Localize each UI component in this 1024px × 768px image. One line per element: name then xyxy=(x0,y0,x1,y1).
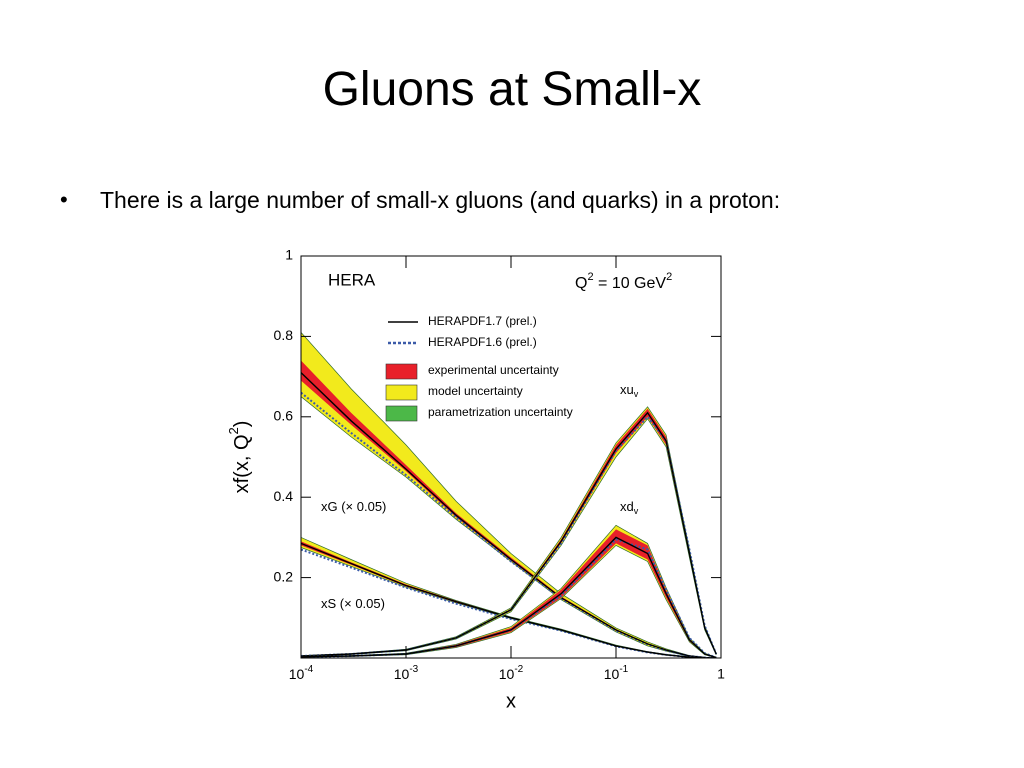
annotation-base: Q xyxy=(575,275,587,292)
y-tick-label: 0.2 xyxy=(274,568,294,584)
curve-label-sub: v xyxy=(634,389,639,399)
slide-title: Gluons at Small-x xyxy=(322,63,702,116)
line-v17 xyxy=(301,372,717,658)
annotation-sup: 2 xyxy=(666,271,672,283)
curve-label-sub: v xyxy=(634,506,639,516)
x-tick-exp: -2 xyxy=(514,664,523,675)
line-v16 xyxy=(301,415,718,657)
x-tick-exp: -3 xyxy=(409,664,418,675)
curve-label: xdv xyxy=(620,499,639,516)
x-tick-label: 1 xyxy=(717,666,725,682)
curve-label: xG (× 0.05) xyxy=(321,499,386,514)
chart-title: HERA xyxy=(328,270,376,289)
legend-label: HERAPDF1.7 (prel.) xyxy=(428,314,537,328)
curve-label-base: xd xyxy=(620,499,634,514)
line-v16 xyxy=(301,538,717,658)
y-label-base: xf(x, Q xyxy=(231,435,253,494)
x-tick-label: 10-3 xyxy=(394,664,419,682)
y-axis-label: xf(x, Q2) xyxy=(226,421,253,494)
annotation-sup: 2 xyxy=(587,271,593,283)
x-tick-exp: -1 xyxy=(619,664,628,675)
y-tick-label: 1 xyxy=(285,247,293,263)
x-tick-exp: -4 xyxy=(304,664,313,675)
x-tick-label: 10-1 xyxy=(604,664,629,682)
model-band xyxy=(301,406,717,657)
exp-band xyxy=(301,529,717,658)
x-tick-base: 10 xyxy=(394,666,410,682)
legend-label: parametrization uncertainty xyxy=(428,405,573,419)
legend-swatch xyxy=(385,363,418,380)
model-band xyxy=(301,524,717,658)
legend-label: model uncertainty xyxy=(428,384,523,398)
x-tick-base: 10 xyxy=(499,666,515,682)
bullet: • xyxy=(60,187,68,212)
legend-label: HERAPDF1.6 (prel.) xyxy=(428,335,537,349)
x-tick-base: 10 xyxy=(289,666,305,682)
line-v17 xyxy=(301,542,717,658)
x-tick-base: 10 xyxy=(604,666,620,682)
line-v17 xyxy=(301,536,717,658)
line-v17 xyxy=(301,411,717,657)
curve-label: xS (× 0.05) xyxy=(321,596,385,611)
x-tick-label: 10-4 xyxy=(289,664,314,682)
x-tick-label: 10-2 xyxy=(499,664,524,682)
line-v16 xyxy=(301,391,717,658)
bullet-text: There is a large number of small-x gluon… xyxy=(100,187,781,213)
legend-swatch xyxy=(385,384,418,401)
annotation: Q2 = 10 GeV2 xyxy=(575,271,672,292)
y-label-rest: ) xyxy=(231,421,253,428)
plot-area xyxy=(301,331,718,658)
y-tick-label: 0.4 xyxy=(274,488,294,504)
curve-label-base: xG (× 0.05) xyxy=(321,499,386,514)
y-tick-label: 0.8 xyxy=(274,327,294,343)
curve-label: xuv xyxy=(620,382,639,399)
legend-swatch xyxy=(385,405,418,422)
curve-label-base: xS (× 0.05) xyxy=(321,596,385,611)
y-tick-label: 0.6 xyxy=(274,408,294,424)
x-axis-label: x xyxy=(506,690,516,712)
y-label-sup: 2 xyxy=(226,427,241,434)
legend-label: experimental uncertainty xyxy=(428,363,559,377)
annotation-rest: = 10 GeV xyxy=(594,275,667,292)
curve-label-base: xu xyxy=(620,382,634,397)
